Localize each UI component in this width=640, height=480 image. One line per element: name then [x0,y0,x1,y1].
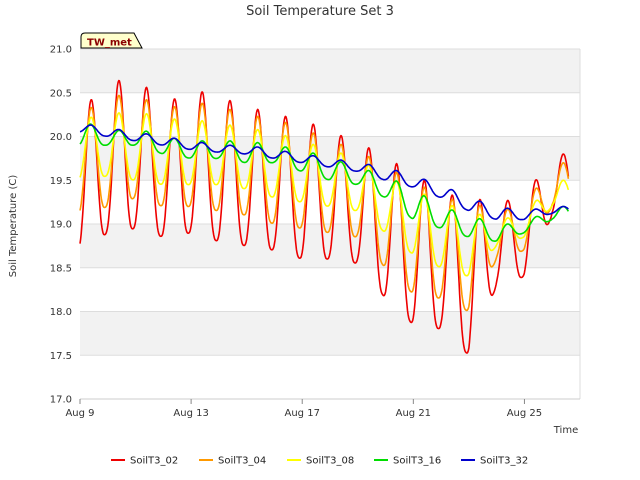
legend-label: SoilT3_08 [306,456,354,467]
x-tick-label: Aug 9 [65,408,94,419]
series-line-SoilT3_16 [79,123,570,242]
plot-band [80,49,580,93]
series-line-SoilT3_32 [79,124,569,221]
x-tick-label: Aug 13 [173,408,208,419]
x-tick-label: Aug 21 [396,408,431,419]
plot-band [80,136,580,181]
y-tick-label: 19.5 [50,176,72,187]
x-axis-title: Time [553,425,578,436]
series-line-SoilT3_02 [79,79,570,354]
series-line-SoilT3_08 [79,112,570,277]
y-axis-title: Soil Temperature (C) [8,175,19,278]
y-tick-label: 19.0 [50,220,72,231]
site-label-background [80,32,143,49]
legend-label: SoilT3_16 [393,456,441,467]
x-tick-label: Aug 25 [507,408,542,419]
y-tick-label: 18.0 [50,307,72,318]
site-label: TW_met [87,38,132,49]
y-tick-label: 18.5 [50,263,72,274]
chart-title: Soil Temperature Set 3 [246,4,394,19]
x-axis-ticks: Aug 9 Aug 13 Aug 17 Aug 21 Aug 25 [65,398,580,419]
plot-band [80,311,580,356]
series-line-SoilT3_04 [79,94,570,312]
y-tick-label: 20.0 [50,132,72,143]
legend: SoilT3_02 SoilT3_04 SoilT3_08 SoilT3_16 Soil… [111,456,528,467]
y-axis-ticks: 17.0 17.5 18.0 18.5 19.0 19.5 20.0 20.5 21.0 [50,45,72,406]
legend-label: SoilT3_04 [218,456,266,467]
series-lines [79,79,570,354]
legend-label: SoilT3_02 [130,456,178,467]
y-tick-label: 21.0 [50,45,72,56]
y-tick-label: 17.5 [50,351,72,362]
y-tick-label: 17.0 [50,395,72,406]
site-label-box: TW_met [80,32,143,49]
legend-label: SoilT3_32 [480,456,528,467]
x-tick-label: Aug 17 [285,408,320,419]
y-tick-label: 20.5 [50,88,72,99]
